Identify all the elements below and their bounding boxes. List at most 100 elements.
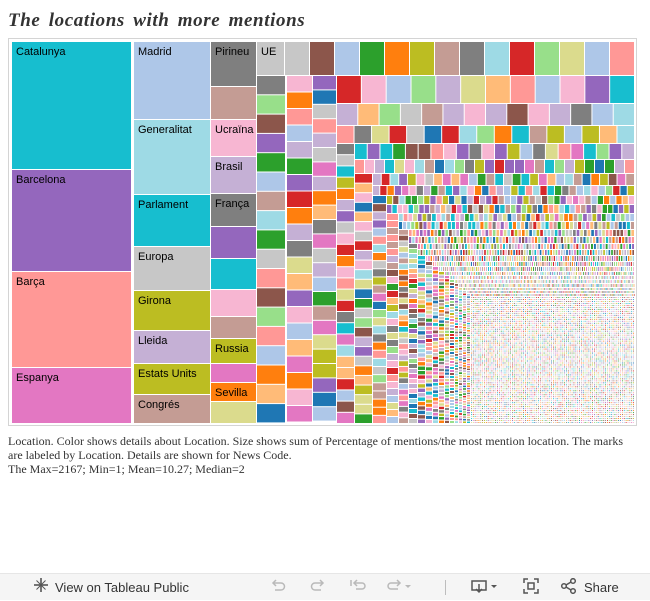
treemap-cell[interactable] <box>463 383 466 385</box>
treemap-cell[interactable] <box>590 330 592 332</box>
treemap-cell[interactable] <box>571 336 573 338</box>
treemap-cell[interactable] <box>631 320 633 322</box>
treemap-cell[interactable] <box>634 294 635 296</box>
treemap-cell[interactable] <box>532 298 534 300</box>
treemap-cell[interactable] <box>525 326 526 328</box>
treemap-cell[interactable] <box>579 298 580 300</box>
treemap-cell[interactable] <box>560 294 562 296</box>
treemap-cell[interactable] <box>445 346 449 349</box>
treemap-cell[interactable] <box>521 300 523 302</box>
treemap-cell[interactable] <box>590 276 591 279</box>
treemap-cell[interactable] <box>536 332 538 334</box>
treemap-cell[interactable] <box>554 332 556 334</box>
treemap-cell[interactable] <box>507 272 508 275</box>
treemap-cell[interactable] <box>463 357 466 360</box>
treemap-cell[interactable] <box>441 262 443 266</box>
treemap-cell[interactable] <box>409 299 417 303</box>
treemap-cell[interactable] <box>495 332 497 334</box>
treemap-cell[interactable] <box>527 291 529 293</box>
treemap-cell[interactable] <box>575 326 577 328</box>
treemap-cell[interactable] <box>502 280 503 283</box>
treemap-cell[interactable] <box>608 330 610 332</box>
treemap-cell[interactable] <box>584 316 586 318</box>
treemap-cell[interactable] <box>500 304 502 306</box>
treemap-cell[interactable] <box>473 244 476 249</box>
treemap-cell[interactable] <box>399 418 408 423</box>
treemap-cell[interactable] <box>535 160 544 173</box>
treemap-cell[interactable] <box>515 346 517 348</box>
treemap-cell[interactable] <box>623 328 625 330</box>
treemap-cell[interactable] <box>557 280 558 283</box>
treemap-cell[interactable] <box>575 308 577 310</box>
treemap-cell[interactable] <box>445 337 449 340</box>
treemap-cell[interactable] <box>484 322 485 324</box>
treemap-cell[interactable] <box>525 322 526 324</box>
treemap-cell[interactable] <box>605 306 607 308</box>
treemap-cell[interactable] <box>618 205 624 213</box>
treemap-cell[interactable] <box>337 412 354 423</box>
treemap-cell[interactable] <box>433 352 438 356</box>
treemap-cell[interactable] <box>551 298 552 300</box>
treemap-cell[interactable] <box>533 144 545 159</box>
treemap-cell[interactable] <box>418 300 425 304</box>
treemap-cell[interactable] <box>587 230 591 236</box>
treemap-cell-barcelona[interactable]: Barcelona <box>12 170 131 271</box>
treemap-cell[interactable] <box>530 330 532 332</box>
treemap-cell[interactable] <box>617 267 619 271</box>
treemap-cell[interactable] <box>495 297 497 298</box>
treemap-cell-fran-a[interactable]: França <box>211 194 256 226</box>
treemap-cell[interactable] <box>478 250 481 255</box>
treemap-cell[interactable] <box>515 284 517 287</box>
treemap-cell[interactable] <box>399 366 408 372</box>
treemap-cell[interactable] <box>605 320 607 322</box>
treemap-cell[interactable] <box>504 186 511 195</box>
treemap-cell[interactable] <box>463 344 466 347</box>
treemap-cell[interactable] <box>595 300 597 302</box>
treemap-cell[interactable] <box>570 291 572 293</box>
treemap-cell[interactable] <box>612 318 614 320</box>
treemap-cell[interactable] <box>504 294 506 296</box>
treemap-cell[interactable] <box>528 344 530 346</box>
treemap-cell[interactable] <box>556 320 558 322</box>
treemap-cell[interactable] <box>539 294 540 296</box>
treemap-cell[interactable] <box>418 384 425 388</box>
treemap-cell[interactable] <box>418 260 425 264</box>
treemap-cell[interactable] <box>610 342 612 344</box>
treemap-cell[interactable] <box>601 280 603 283</box>
treemap-cell[interactable] <box>439 285 444 289</box>
treemap-cell[interactable] <box>387 228 398 234</box>
treemap-cell[interactable] <box>521 342 523 344</box>
treemap-cell[interactable] <box>567 304 569 306</box>
treemap-cell[interactable] <box>514 272 515 275</box>
treemap-cell[interactable] <box>495 267 497 271</box>
treemap-cell[interactable] <box>471 336 472 338</box>
treemap-cell[interactable] <box>610 336 612 338</box>
treemap-cell[interactable] <box>532 336 534 338</box>
treemap-cell[interactable] <box>590 310 592 312</box>
treemap-cell[interactable] <box>536 316 538 318</box>
treemap-cell[interactable] <box>545 316 547 318</box>
treemap-cell[interactable] <box>556 280 557 283</box>
treemap-cell[interactable] <box>630 262 632 266</box>
treemap-cell[interactable] <box>487 284 489 287</box>
treemap-cell[interactable] <box>577 306 579 308</box>
treemap-cell[interactable] <box>517 320 519 322</box>
treemap-cell[interactable] <box>476 284 478 287</box>
treemap-cell[interactable] <box>480 348 482 350</box>
treemap-cell[interactable] <box>579 250 582 255</box>
treemap-cell[interactable] <box>545 312 547 314</box>
treemap-cell[interactable] <box>506 314 508 316</box>
treemap-cell[interactable] <box>588 306 590 308</box>
treemap-cell[interactable] <box>313 263 336 277</box>
treemap-cell[interactable] <box>541 300 543 302</box>
treemap-cell[interactable] <box>569 306 571 308</box>
treemap-cell[interactable] <box>583 237 586 243</box>
treemap-cell[interactable] <box>547 302 549 304</box>
treemap-cell[interactable] <box>616 276 618 279</box>
treemap-cell[interactable] <box>474 322 476 324</box>
treemap-cell[interactable] <box>573 332 575 334</box>
treemap-cell[interactable] <box>586 300 588 302</box>
treemap-cell[interactable] <box>465 288 466 290</box>
treemap-cell[interactable] <box>554 326 556 328</box>
treemap-cell[interactable] <box>491 340 493 342</box>
